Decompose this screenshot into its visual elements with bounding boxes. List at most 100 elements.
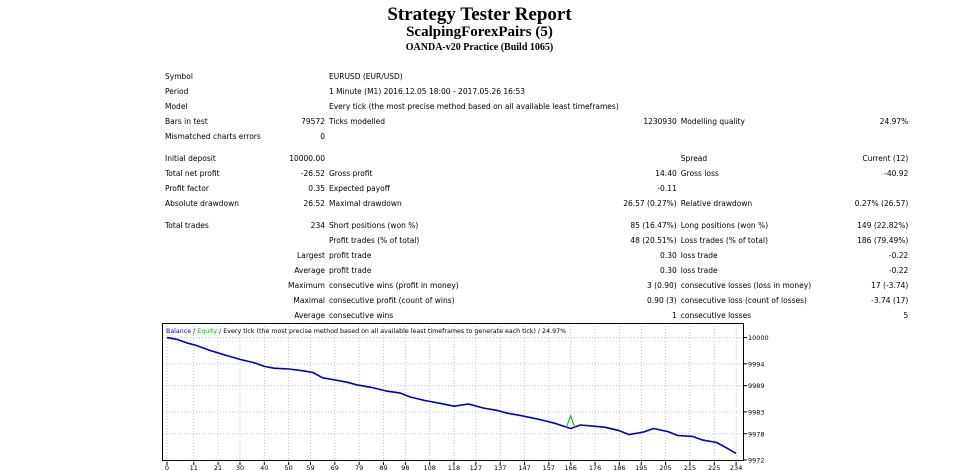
server-name: OANDA-v20 Practice (Build 1065) bbox=[405, 42, 554, 53]
chart-frame bbox=[162, 323, 744, 461]
equity-line bbox=[565, 414, 577, 428]
table-cell: 48 (20.51%) bbox=[630, 236, 677, 245]
table-row: Average profit trade 0.30 loss trade -0.22 bbox=[163, 263, 910, 278]
x-tick-label: 147 bbox=[518, 464, 530, 471]
table-cell: consecutive profit (count of wins) bbox=[329, 296, 455, 305]
table-cell bbox=[285, 69, 327, 84]
table-cell: -40.92 bbox=[884, 169, 909, 178]
table-row: Bars in test 79572 Ticks modelled 1230930 Mo… bbox=[163, 114, 910, 129]
x-tick-label: 108 bbox=[423, 464, 435, 471]
table-cell: -0.22 bbox=[888, 251, 909, 260]
table-cell: Ticks modelled bbox=[329, 117, 386, 126]
table-row: Model Every tick (the most precise method… bbox=[163, 99, 910, 114]
table-cell: profit trade bbox=[329, 266, 372, 275]
table-cell bbox=[621, 69, 679, 84]
table-cell: Model bbox=[165, 102, 188, 111]
x-tick-label: 11 bbox=[190, 464, 198, 471]
table-cell: 24.97% bbox=[879, 117, 909, 126]
table-cell bbox=[679, 84, 853, 99]
table-cell: -26.52 bbox=[300, 169, 325, 178]
table-cell: 0.30 bbox=[660, 251, 677, 260]
table-cell: 1 Minute (M1) 2016.12.05 18:00 - 2017.05… bbox=[329, 87, 525, 96]
table-cell: 14.40 bbox=[655, 169, 677, 178]
table-row: Maximal consecutive profit (count of wins… bbox=[163, 293, 910, 308]
table-cell: Initial deposit bbox=[165, 154, 216, 163]
table-cell: consecutive losses (loss in money) bbox=[680, 281, 812, 290]
table-cell bbox=[327, 151, 621, 166]
table-cell: 26.57 (0.27%) bbox=[623, 199, 677, 208]
table-cell: Gross profit bbox=[329, 169, 373, 178]
table-row bbox=[163, 144, 910, 151]
table-cell: Total trades bbox=[165, 221, 209, 230]
table-row: Period 1 Minute (M1) 2016.12.05 18:00 - 2… bbox=[163, 84, 910, 99]
table-cell: Average bbox=[294, 266, 325, 275]
table-row: Mismatched charts errors 0 bbox=[163, 129, 910, 144]
x-tick-label: 40 bbox=[260, 464, 268, 471]
table-cell: Maximal drawdown bbox=[329, 199, 402, 208]
y-tick-label: 9978 bbox=[748, 430, 765, 438]
table-cell: consecutive wins bbox=[329, 311, 394, 320]
table-cell: Current (12) bbox=[862, 154, 909, 163]
table-cell: loss trade bbox=[680, 266, 718, 275]
table-cell: loss trade bbox=[680, 251, 718, 260]
table-row: Average consecutive wins 1 consecutive loss… bbox=[163, 308, 910, 323]
table-cell: Period bbox=[165, 87, 189, 96]
table-cell bbox=[853, 69, 911, 84]
x-tick-label: 50 bbox=[284, 464, 292, 471]
table-cell bbox=[853, 181, 911, 196]
x-tick-label: 205 bbox=[659, 464, 671, 471]
table-row: Total trades 234 Short positions (won %) 85… bbox=[163, 218, 910, 233]
report-title: Strategy Tester Report bbox=[387, 4, 572, 25]
table-cell: Spread bbox=[680, 154, 708, 163]
legend-equity: Equity bbox=[197, 328, 217, 335]
table-cell bbox=[679, 129, 853, 144]
table-cell: Largest bbox=[297, 251, 325, 260]
table-cell: 0.27% (26.57) bbox=[854, 199, 909, 208]
table-cell bbox=[163, 293, 285, 308]
table-cell: 0.30 bbox=[660, 266, 677, 275]
x-tick-label: 225 bbox=[708, 464, 720, 471]
table-cell bbox=[621, 84, 679, 99]
table-row: Largest profit trade 0.30 loss trade -0.22 bbox=[163, 248, 910, 263]
table-cell: 79572 bbox=[301, 117, 325, 126]
table-cell: 17 (-3.74) bbox=[871, 281, 909, 290]
x-tick-label: 176 bbox=[589, 464, 601, 471]
x-tick-label: 166 bbox=[565, 464, 577, 471]
table-cell: Loss trades (% of total) bbox=[680, 236, 768, 245]
x-tick-label: 186 bbox=[613, 464, 625, 471]
x-tick-label: 21 bbox=[214, 464, 222, 471]
legend-description: / Every tick (the most precise method ba… bbox=[217, 328, 566, 335]
table-cell: 0.35 bbox=[308, 184, 325, 193]
table-cell bbox=[621, 99, 679, 114]
table-cell bbox=[163, 308, 285, 323]
x-tick-label: 234 bbox=[730, 464, 742, 471]
x-tick-label: 137 bbox=[494, 464, 506, 471]
table-cell: 0 bbox=[320, 132, 325, 141]
x-tick-label: 89 bbox=[379, 464, 387, 471]
table-cell: 26.52 bbox=[303, 199, 325, 208]
table-cell bbox=[853, 129, 911, 144]
expert-name: ScalpingForexPairs (5) bbox=[406, 24, 553, 40]
table-cell: Profit trades (% of total) bbox=[329, 236, 420, 245]
x-tick-label: 98 bbox=[401, 464, 409, 471]
table-cell: 1230930 bbox=[643, 117, 677, 126]
x-tick-label: 69 bbox=[331, 464, 339, 471]
table-cell: -3.74 (17) bbox=[871, 296, 909, 305]
table-cell: 5 bbox=[903, 311, 909, 320]
table-cell bbox=[285, 233, 327, 248]
table-cell: consecutive loss (count of losses) bbox=[680, 296, 807, 305]
table-cell: 85 (16.47%) bbox=[630, 221, 677, 230]
y-tick-label: 9989 bbox=[748, 382, 765, 390]
table-cell: Absolute drawdown bbox=[165, 199, 239, 208]
table-cell: EURUSD (EUR/USD) bbox=[329, 72, 403, 81]
table-cell: Mismatched charts errors bbox=[165, 132, 261, 141]
table-row: Profit factor 0.35 Expected payoff -0.11 bbox=[163, 181, 910, 196]
table-row: Total net profit -26.52 Gross profit 14.40 G… bbox=[163, 166, 910, 181]
x-tick-label: 195 bbox=[635, 464, 647, 471]
y-tick-label: 10000 bbox=[748, 334, 769, 342]
table-cell: Bars in test bbox=[165, 117, 208, 126]
table-cell: Modelling quality bbox=[680, 117, 745, 126]
table-cell bbox=[679, 99, 853, 114]
report-table: Symbol EURUSD (EUR/USD) Period 1 Minute (M1… bbox=[163, 69, 910, 323]
x-tick-label: 215 bbox=[684, 464, 696, 471]
